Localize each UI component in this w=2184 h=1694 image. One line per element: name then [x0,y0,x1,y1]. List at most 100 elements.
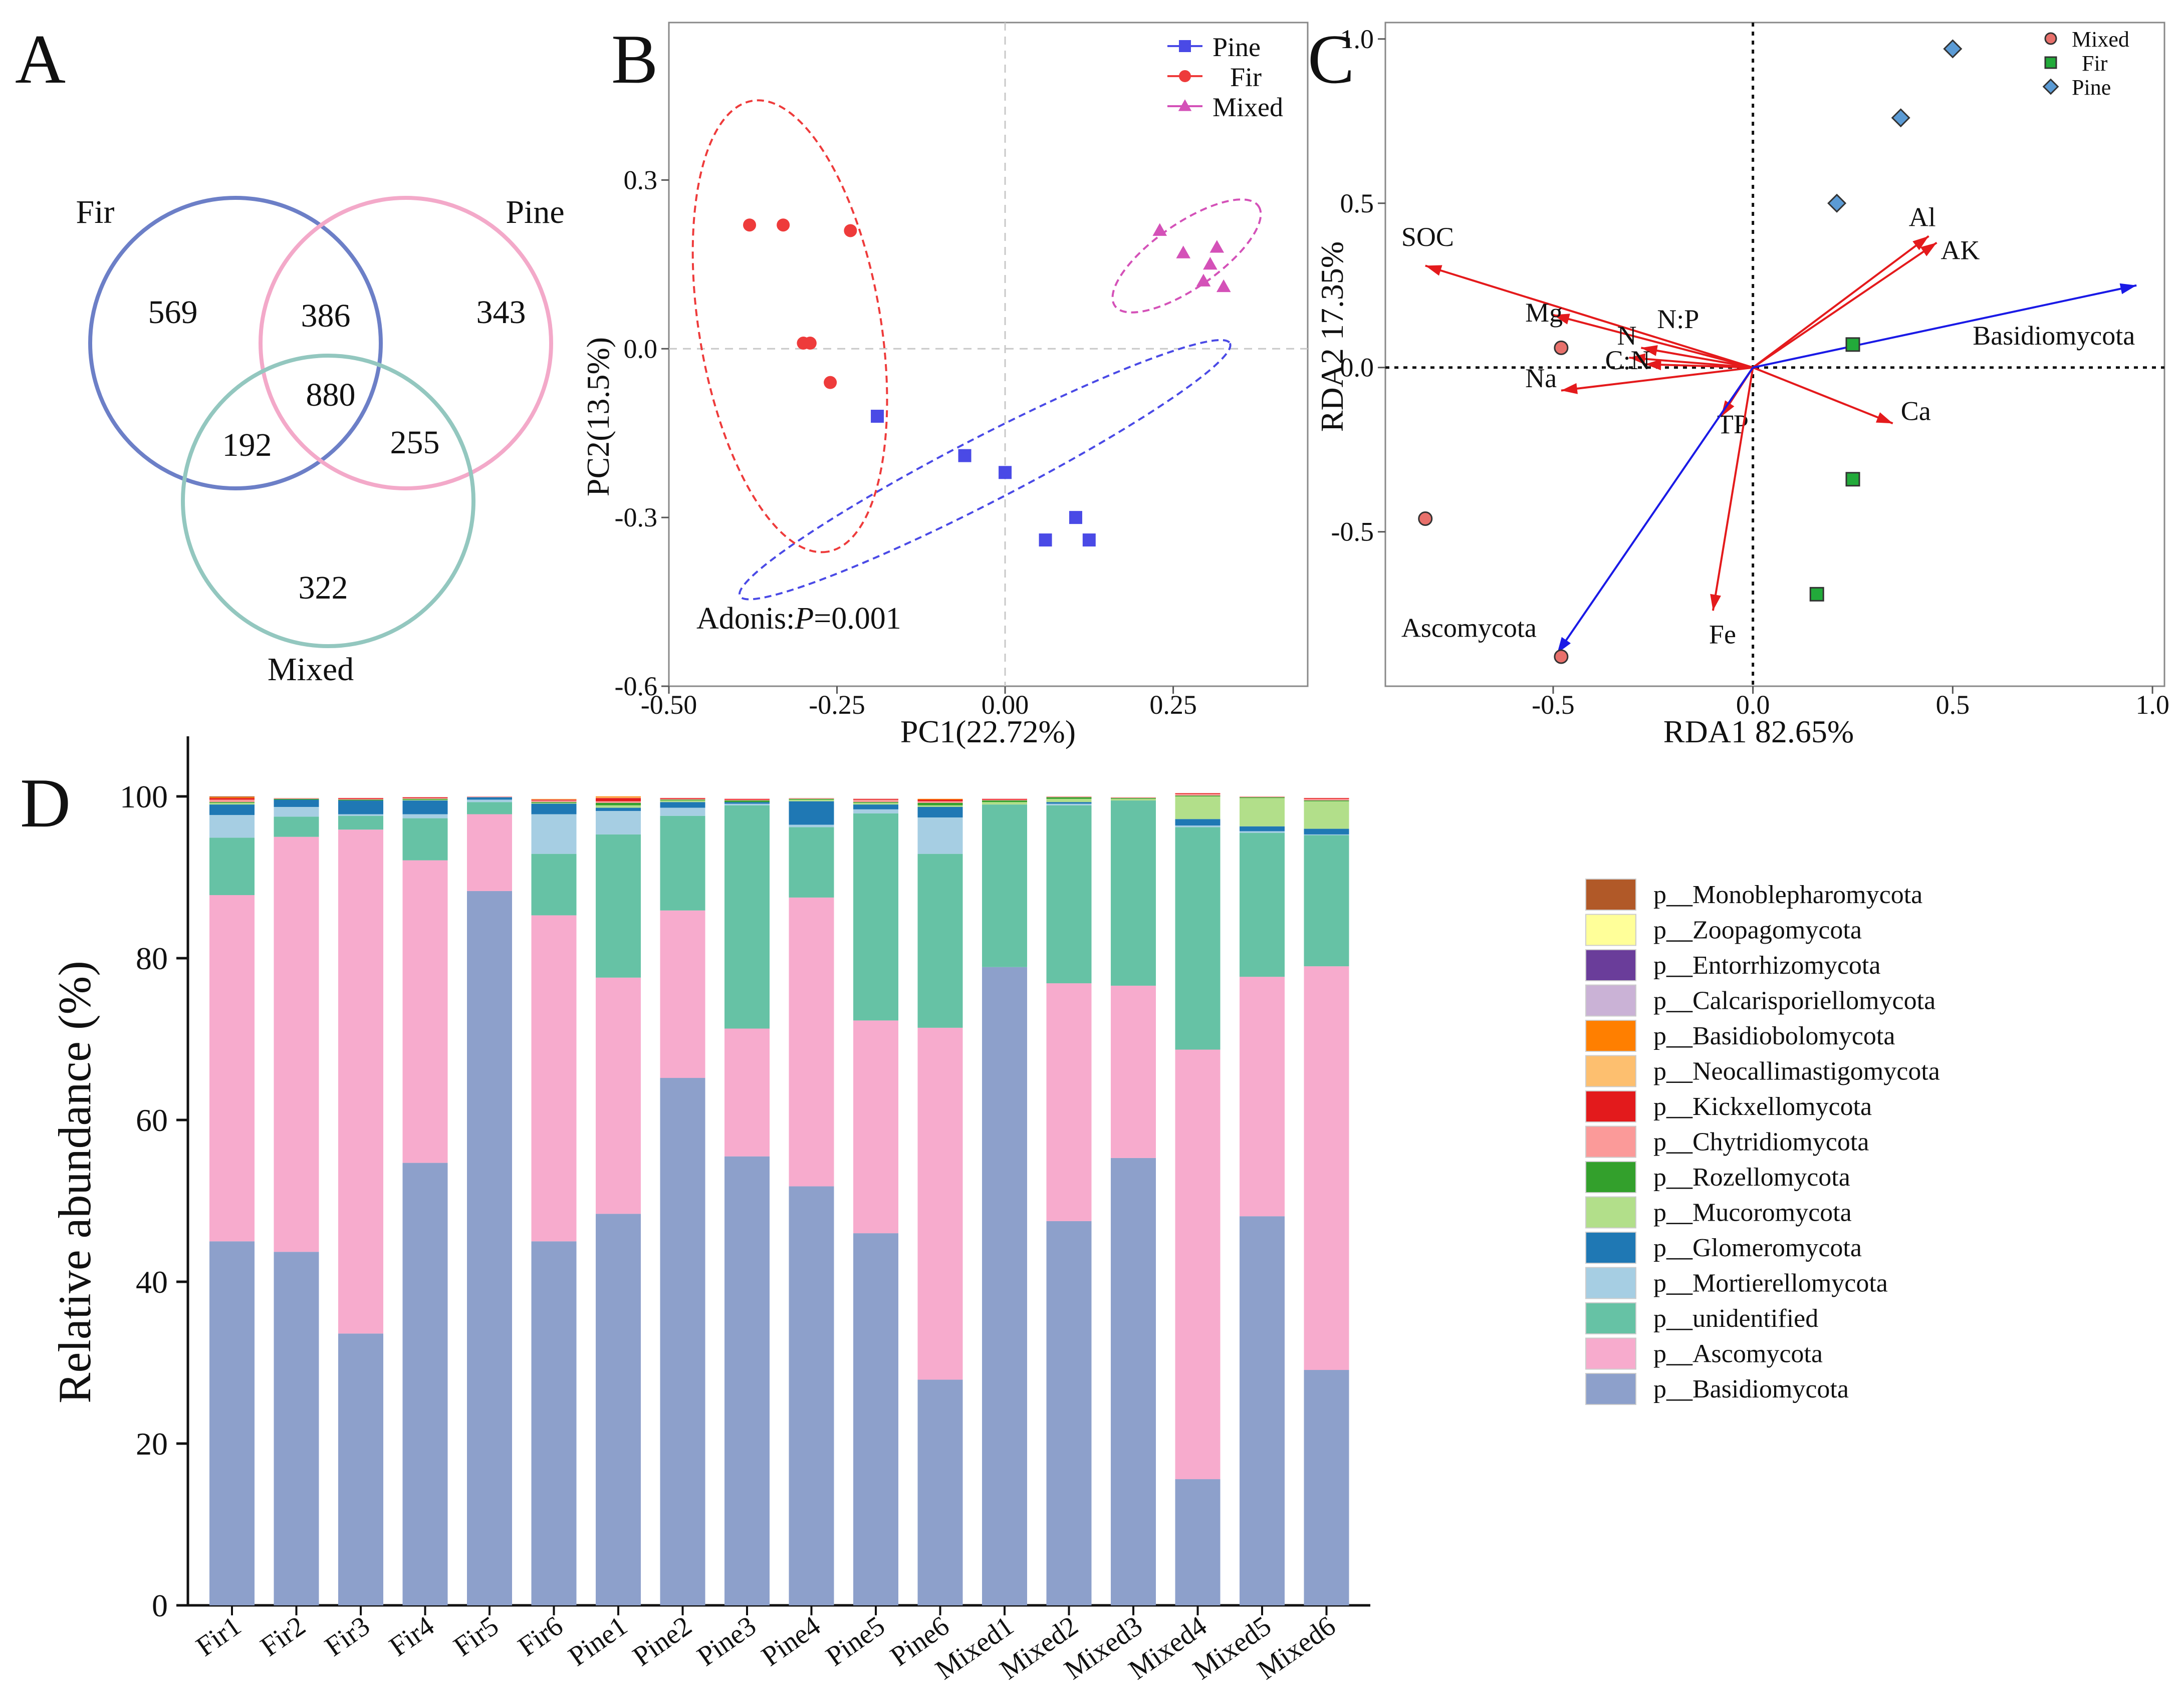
bar-segment-mucoromycota [1304,801,1349,829]
bar-segment-glomeromycota [917,806,963,817]
bar-segment-mortierellomycota [917,817,963,854]
rda-env-arrow-fe-shaft [1712,367,1754,611]
venn-circle-mixed [181,354,475,648]
rda-env-arrow-n-head [1629,353,1646,365]
rda-phylum-label: Ascomycota [1401,613,1537,643]
bar-segment-unidentified [789,827,834,898]
bar-segment-mucoromycota [596,805,641,808]
rda-point-mixed [1554,340,1569,355]
rda-x-tick-label: 1.0 [2135,690,2169,720]
bar-segment-basidiobolomycota [209,797,255,798]
rda-legend-marker-pine [2042,78,2059,95]
bar-segment-glomeromycota [789,801,834,825]
rda-env-arrow-np-shaft [1641,347,1753,369]
bar-segment-glomeromycota [1240,826,1285,831]
bar-segment-ascomycota [917,1027,963,1380]
rda-env-label: N [1617,321,1637,351]
bar-segment-basidiomycota [1304,1370,1349,1605]
bar-segment-rozellomycota [724,800,770,802]
rda-env-label: N:P [1657,304,1699,334]
pcoa-ellipse-fir [691,99,888,553]
rda-env-arrow-al-head [1912,236,1929,250]
bar-segment-mortierellomycota [660,807,705,816]
rda-env-label: AK [1940,235,1980,265]
pcoa-point-pine [999,466,1012,479]
bar-legend-swatch-calcarisporiellomycota [1585,984,1636,1017]
bar-segment-monoblepharomycota [209,796,255,797]
rda-env-arrow-soc-shaft [1425,264,1754,369]
bar-segment-unidentified [1111,800,1156,986]
bar-segment-kickxellomycota [1304,798,1349,799]
venn-label-pine: Pine [506,194,564,230]
pcoa-legend-marker-pine [1179,40,1191,52]
bar-segment-kickxellomycota [1175,793,1221,794]
rda-plot-frame [1384,22,2165,687]
venn-count-pine-only: 343 [476,294,526,331]
pcoa-point-pine [958,449,972,462]
bar-segment-neocallimastigomycota [596,797,641,798]
bar-segment-basidiomycota [724,1156,770,1605]
pcoa-y-label: PC2(13.5%) [580,337,616,496]
bar-segment-mucoromycota [982,802,1027,805]
rda-y-tick-label: 0.0 [1340,353,1374,383]
bar-segment-basidiobolomycota [917,798,963,800]
bar-segment-basidiomycota [467,891,512,1605]
rda-phylum-arrow-basidiomycota-shaft [1753,284,2137,369]
bar-segment-glomeromycota [660,802,705,808]
bar-segment-rozellomycota [596,802,641,805]
pcoa-legend-marker-fir [1179,70,1191,82]
rda-y-tick-label: -0.5 [1331,517,1374,547]
venn-diagram: Fir Pine Mixed 569 386 343 880 192 255 3… [76,194,564,688]
bar-segment-basidiomycota [660,1078,705,1605]
bar-segment-mucoromycota [1111,798,1156,801]
bar-legend-label: p__Rozellomycota [1653,1163,1850,1192]
rda-axes: -0.5 0.0 0.5 1.0 -0.5 0.0 0.5 1.0 [1331,23,2169,720]
bar-legend-swatch-rozellomycota [1585,1161,1636,1193]
pcoa-ellipse-pine [738,339,1232,601]
bar-segment-unidentified [724,805,770,1029]
bar-y-tick-label: 0 [152,1588,168,1623]
bar-legend-label: p__unidentified [1653,1304,1818,1333]
bar-segment-basidiobolomycota [596,796,641,797]
rda-x-label: RDA1 82.65% [1663,714,1854,749]
bar-segment-unidentified [1304,835,1349,967]
bar-segment-chytridiomycota [402,798,448,799]
pcoa-point-mixed [1152,223,1167,236]
rda-legend-label: Mixed [2072,27,2129,52]
bar-segment-unidentified [1175,827,1221,1050]
bar-segment-rozellomycota [789,798,834,800]
bar-legend-label: p__Monoblepharomycota [1653,881,1922,909]
bar-segment-mucoromycota [917,805,963,807]
bar-segment-unidentified [1046,805,1092,984]
bar-segment-basidiomycota [1175,1479,1221,1605]
bar-segment-ascomycota [789,897,834,1187]
bar-segment-kickxellomycota [596,798,641,801]
bar-segment-ascomycota [467,814,512,891]
bar-legend-swatch-mucoromycota [1585,1196,1636,1229]
bar-segment-ascomycota [531,915,577,1242]
pcoa-x-tick-label: -0.50 [641,690,697,720]
bar-segment-glomeromycota [209,804,255,815]
bar-segment-basidiomycota [274,1252,319,1605]
rda-env-arrow-ca-head [1875,412,1893,424]
bar-segment-glomeromycota [724,802,770,804]
rda-phylum-arrow-ascomycota-head [1557,637,1571,654]
bar-segment-kickxellomycota [660,798,705,799]
bar-legend-swatch-ascomycota [1585,1337,1636,1370]
bar-segments [209,793,1349,1605]
rda-env-arrow-ca-shaft [1752,366,1893,425]
rda-env-label: C:N [1605,345,1650,375]
bar-segment-chytridiomycota [1046,796,1092,797]
bar-segment-chytridiomycota [467,796,512,797]
bar-legend-swatch-basidiobolomycota [1585,1020,1636,1052]
pcoa-y-tick-label: -0.6 [615,671,657,701]
rda-env-arrow-cn-shaft [1645,363,1753,369]
bar-segment-mortierellomycota [1304,834,1349,835]
bar-segment-glomeromycota [1175,819,1221,826]
bar-segment-unidentified [853,813,898,1021]
pcoa-points [743,218,1231,547]
rda-env-arrow-na-head [1561,383,1578,394]
venn-count-pine-mixed: 255 [390,424,440,461]
rda-point-pine [1827,193,1847,213]
pcoa-legend-label: Mixed [1212,92,1283,122]
